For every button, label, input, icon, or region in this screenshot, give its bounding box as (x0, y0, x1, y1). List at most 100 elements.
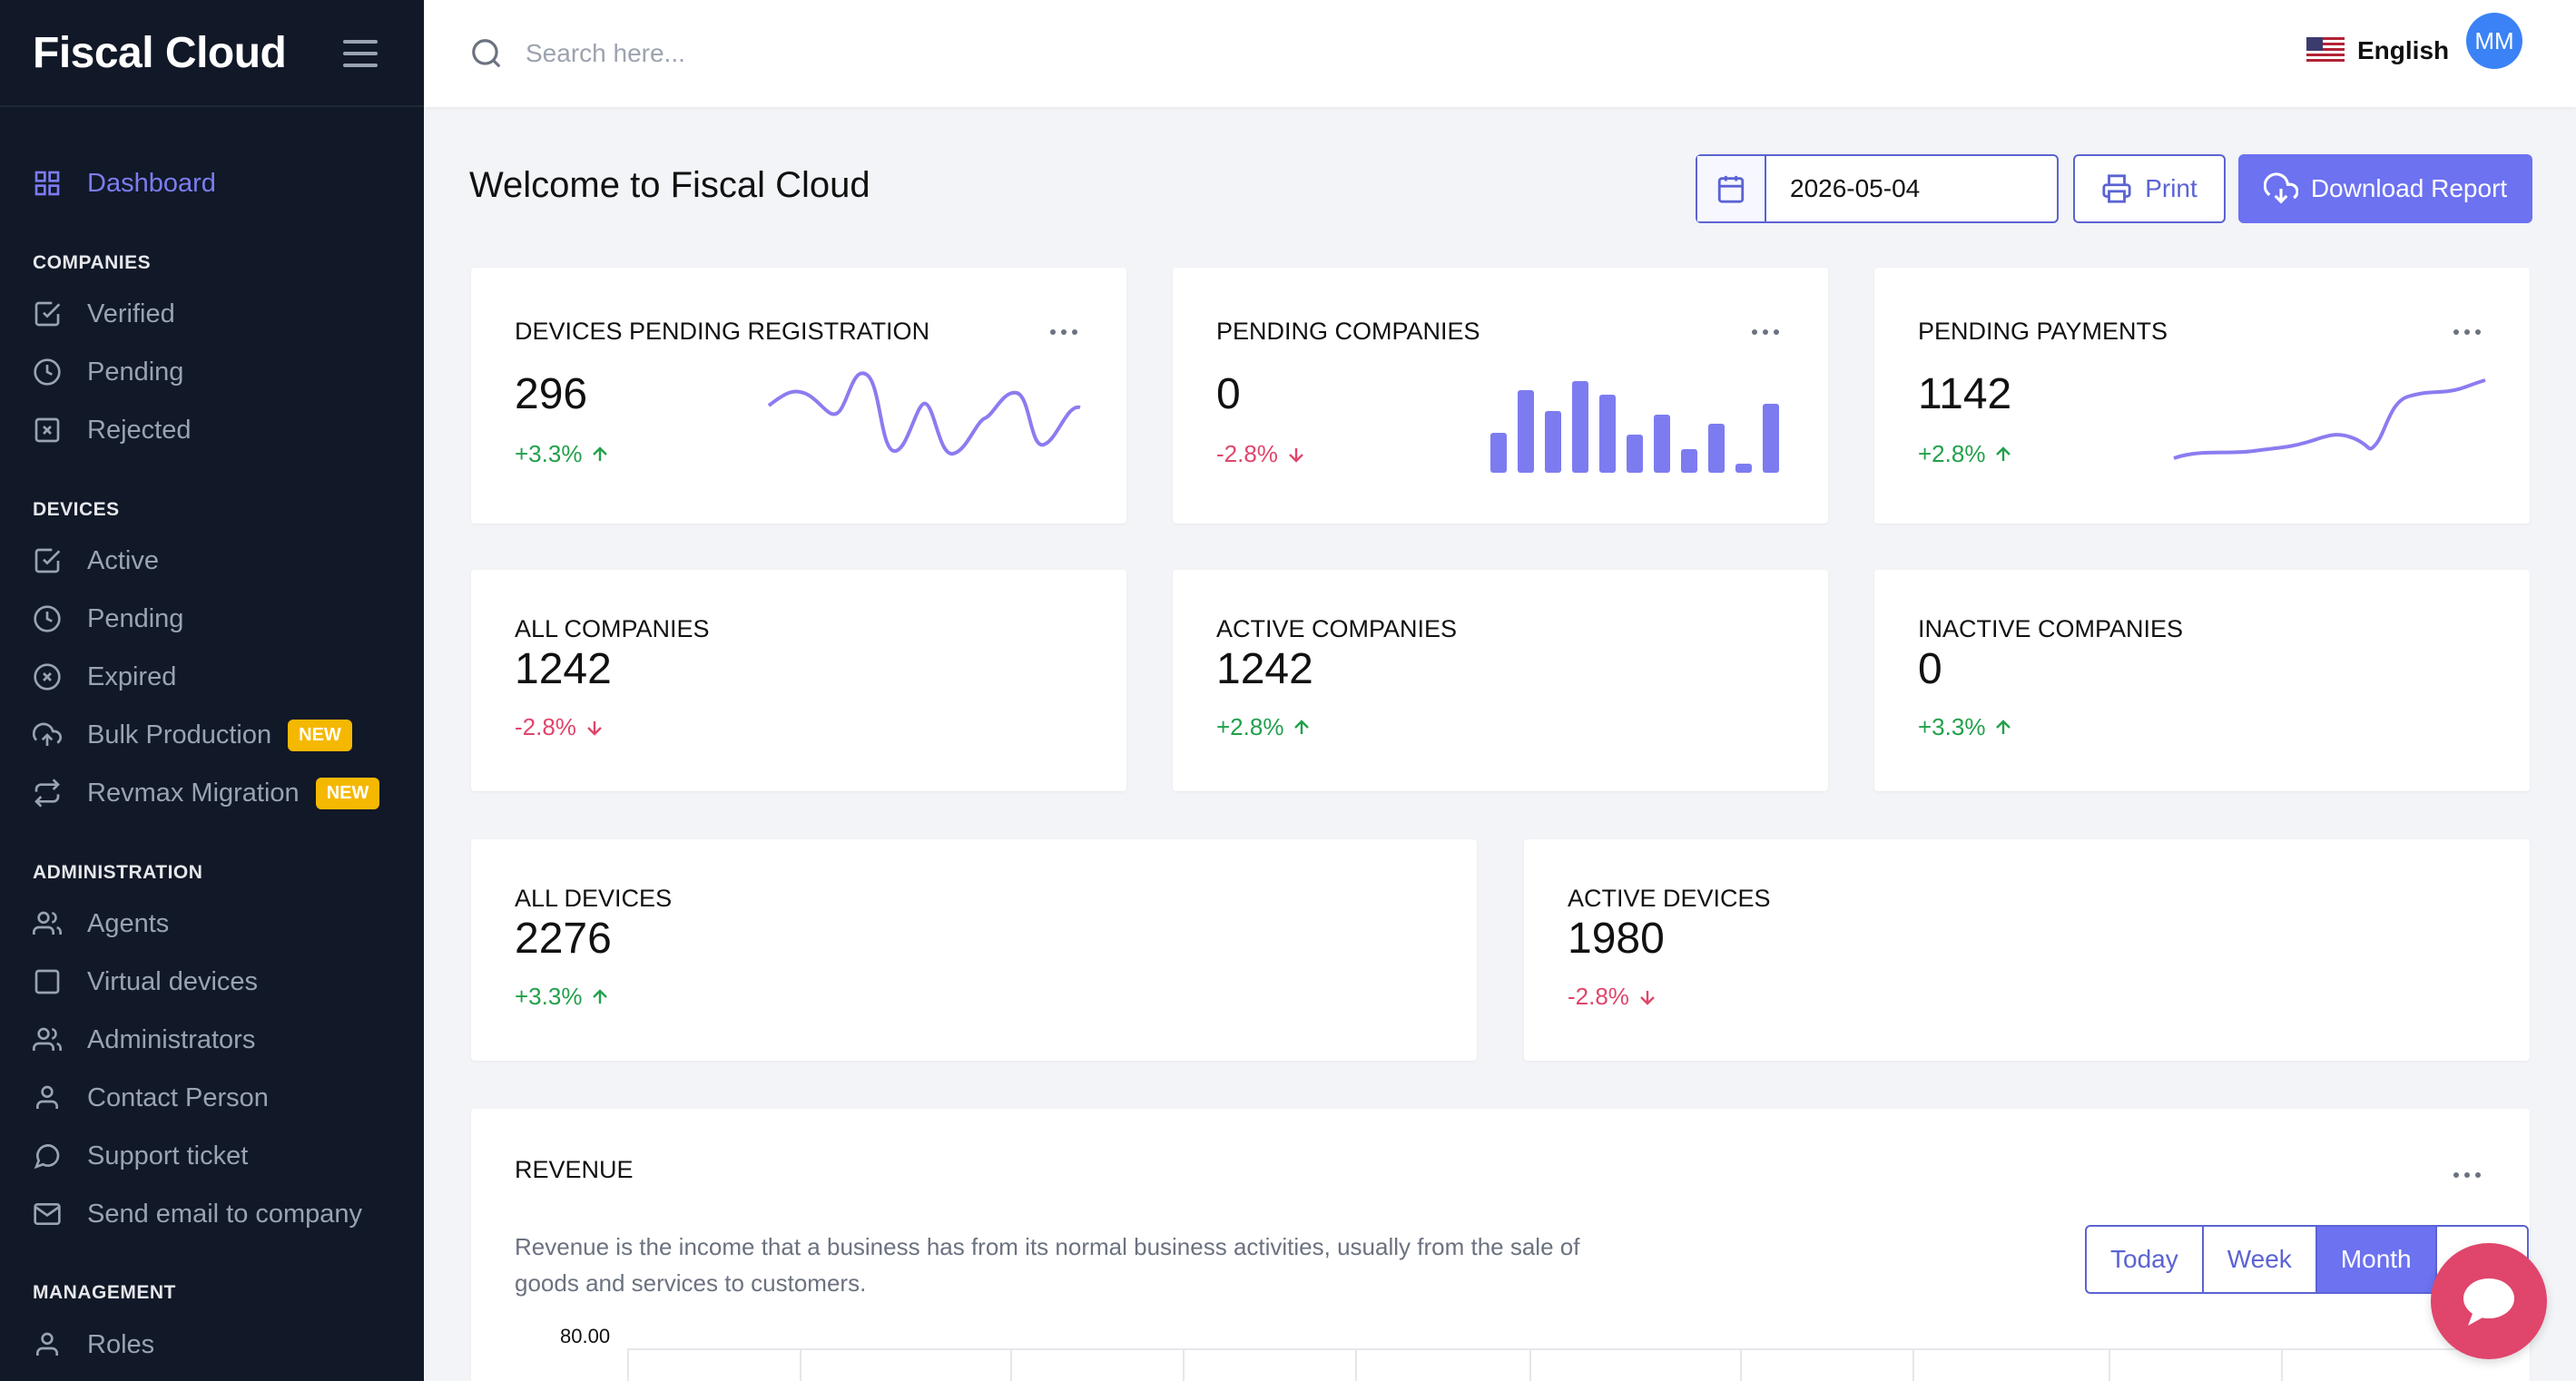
card-title: DEVICES PENDING REGISTRATION (515, 318, 930, 345)
sidebar-item-label: Verified (87, 299, 175, 328)
square-icon (34, 969, 60, 994)
section-management: MANAGEMENT (33, 1282, 176, 1303)
card-change: +2.8% (1216, 713, 1313, 741)
card-title: ALL COMPANIES (515, 615, 710, 642)
sidebar-item-label: Roles (87, 1329, 155, 1359)
download-report-button[interactable]: Download Report (2238, 154, 2532, 223)
change-value: -2.8% (1568, 983, 1629, 1010)
sparkline-trend (2173, 378, 2486, 460)
search-icon[interactable] (469, 36, 504, 71)
sidebar-item-verified[interactable]: Verified (33, 292, 396, 336)
arrow-down-icon (587, 720, 602, 736)
card-all-companies: ALL COMPANIES 1242 -2.8% (471, 570, 1126, 791)
grid-line (2281, 1350, 2283, 1381)
arrow-up-icon (593, 446, 608, 461)
card-change: -2.8% (1568, 983, 1658, 1011)
chat-bubble-icon (2463, 1278, 2514, 1326)
card-value: 1142 (1918, 370, 2012, 418)
user-icon (36, 1332, 58, 1356)
card-active-devices: ACTIVE DEVICES 1980 -2.8% (1524, 839, 2530, 1061)
card-title: ACTIVE COMPANIES (1216, 615, 1458, 642)
sidebar-item-label: Dashboard (87, 168, 216, 198)
grid-line (627, 1348, 2488, 1350)
y-axis-label: 80.00 (560, 1325, 611, 1347)
sidebar-item-send-email[interactable]: Send email to company (33, 1192, 396, 1236)
section-companies: COMPANIES (33, 252, 152, 273)
change-value: +2.8% (1918, 440, 1986, 467)
users-icon (33, 1027, 62, 1051)
sidebar-item-support-ticket[interactable]: Support ticket (33, 1134, 396, 1178)
clock-icon (34, 358, 61, 386)
grid-line (1355, 1350, 1357, 1381)
check-square-icon (34, 301, 61, 327)
sidebar-item-dashboard[interactable]: Dashboard (33, 162, 396, 205)
card-change: +3.3% (1918, 713, 2014, 741)
sidebar-item-label: Virtual devices (87, 966, 259, 996)
sidebar: Fiscal Cloud Dashboard COMPANIES Verifie… (0, 0, 424, 1381)
arrow-down-icon (1640, 990, 1655, 1005)
grid-line (2109, 1350, 2110, 1381)
brand: Fiscal Cloud (0, 0, 424, 107)
arrow-up-icon (593, 988, 608, 1004)
repeat-icon (34, 779, 60, 808)
language-label: English (2357, 36, 2450, 64)
sidebar-item-bulk-production[interactable]: Bulk Production NEW (33, 713, 396, 757)
message-circle-icon (34, 1144, 60, 1170)
sidebar-item-virtual-devices[interactable]: Virtual devices (33, 960, 396, 1004)
more-icon[interactable] (2453, 1170, 2481, 1180)
print-button[interactable]: Print (2073, 154, 2226, 223)
mail-icon (34, 1203, 61, 1225)
card-change: +2.8% (1918, 440, 2014, 468)
sidebar-item-expired[interactable]: Expired (33, 655, 396, 699)
app-title: Fiscal Cloud (33, 28, 287, 77)
grid-line (800, 1350, 801, 1381)
card-pending-payments: PENDING PAYMENTS 1142 +2.8% (1874, 268, 2530, 524)
more-icon[interactable] (2453, 328, 2481, 337)
range-month[interactable]: Month (2316, 1227, 2437, 1292)
search-input[interactable] (526, 31, 1161, 76)
card-value: 0 (1216, 370, 1241, 418)
date-icon-cell[interactable] (1697, 156, 1766, 221)
sidebar-item-roles[interactable]: Roles (33, 1323, 396, 1366)
date-picker[interactable]: 2026-05-04 (1696, 154, 2059, 223)
users-icon (33, 911, 62, 935)
menu-toggle-icon[interactable] (343, 40, 378, 67)
topbar: English MM (424, 0, 2576, 107)
grid-line (1183, 1350, 1185, 1381)
card-change: +3.3% (515, 440, 611, 468)
card-devices-pending: DEVICES PENDING REGISTRATION 296 +3.3% (471, 268, 1126, 524)
change-value: +3.3% (515, 983, 583, 1010)
chat-button[interactable] (2431, 1243, 2547, 1359)
x-circle-icon (34, 663, 61, 690)
card-value: 1242 (515, 645, 612, 693)
sidebar-item-revmax-migration[interactable]: Revmax Migration NEW (33, 771, 396, 815)
sparkline-line (767, 371, 1081, 455)
sidebar-item-label: Expired (87, 661, 177, 691)
sidebar-item-active[interactable]: Active (33, 539, 396, 583)
section-devices: DEVICES (33, 499, 120, 520)
date-value: 2026-05-04 (1790, 174, 1921, 202)
card-inactive-companies: INACTIVE COMPANIES 0 +3.3% (1874, 570, 2530, 791)
avatar[interactable]: MM (2466, 13, 2522, 69)
sidebar-item-companies-pending[interactable]: Pending (33, 350, 396, 394)
grid-line (1529, 1350, 1531, 1381)
more-icon[interactable] (1752, 328, 1779, 337)
sidebar-item-administrators[interactable]: Administrators (33, 1018, 396, 1062)
sidebar-item-contact-person[interactable]: Contact Person (33, 1076, 396, 1120)
more-icon[interactable] (1050, 328, 1077, 337)
range-today[interactable]: Today (2087, 1227, 2204, 1292)
card-change: -2.8% (515, 713, 605, 741)
sidebar-item-label: Pending (87, 357, 184, 387)
sidebar-item-agents[interactable]: Agents (33, 902, 396, 945)
sidebar-item-label: Bulk Production (87, 720, 272, 749)
language-selector[interactable]: English (2306, 36, 2449, 65)
sidebar-item-rejected[interactable]: Rejected (33, 408, 396, 452)
sidebar-item-label: Pending (87, 603, 184, 633)
range-week[interactable]: Week (2204, 1227, 2317, 1292)
grid-line (1010, 1350, 1012, 1381)
print-label: Print (2145, 174, 2197, 202)
card-value: 1242 (1216, 645, 1313, 693)
card-all-devices: ALL DEVICES 2276 +3.3% (471, 839, 1477, 1061)
sidebar-item-devices-pending[interactable]: Pending (33, 597, 396, 641)
arrow-up-icon (1294, 719, 1310, 734)
